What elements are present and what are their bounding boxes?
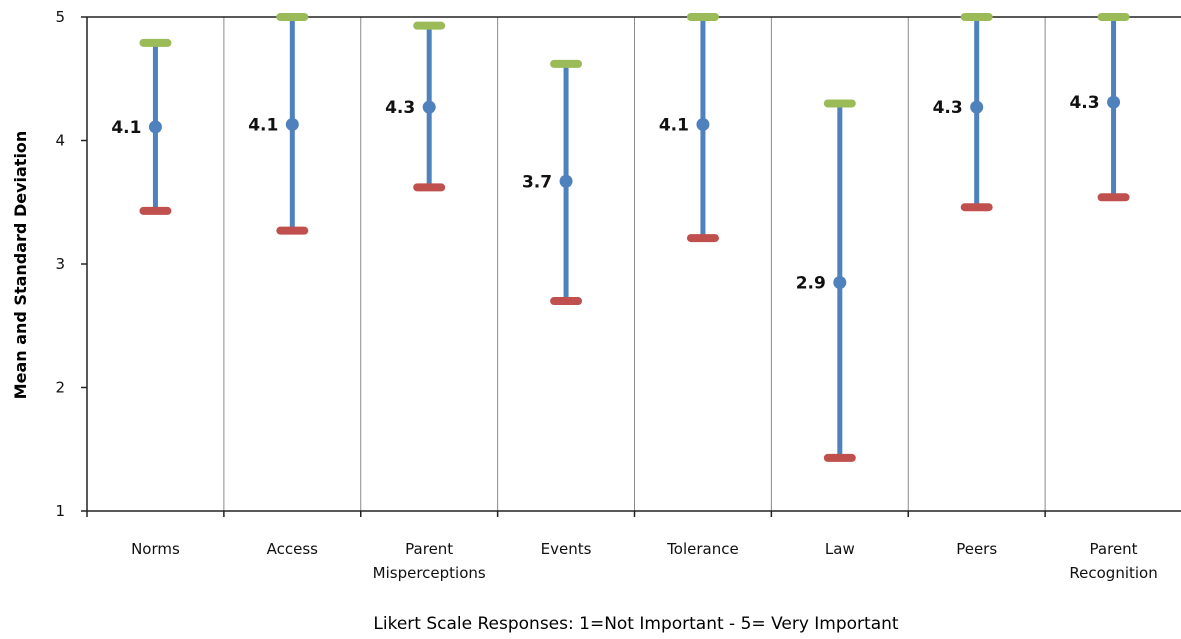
mean-point — [285, 117, 299, 131]
mean-data-label: 4.3 — [933, 98, 963, 118]
x-category-label: Events — [541, 540, 592, 558]
y-tick-label: 1 — [55, 502, 65, 520]
mean-point — [559, 174, 573, 188]
x-axis: Norms Access Parent Misperceptions Events Tol… — [86, 510, 1181, 582]
chart-grid — [87, 16, 1181, 511]
x-category-label: Law — [825, 540, 855, 558]
mean-data-label: 4.3 — [385, 98, 415, 118]
y-axis: 1 2 3 4 5 — [55, 8, 88, 520]
x-axis-label: Likert Scale Responses: 1=Not Important … — [373, 614, 898, 634]
error-bar-3: 3.7 — [522, 59, 583, 306]
y-tick-label: 2 — [55, 379, 65, 397]
mean-data-label: 3.7 — [522, 172, 552, 192]
mean-data-label: 4.1 — [111, 118, 141, 138]
y-tick-label: 3 — [55, 255, 65, 273]
mean-point — [422, 100, 436, 114]
mean-data-label: 4.1 — [248, 115, 278, 135]
error-bar-0: 4.1 — [111, 38, 172, 215]
chart-marks: 4.1 4.1 4.3 3.7 4.1 2.9 4.3 4.3 — [111, 13, 1130, 462]
mean-point — [148, 120, 162, 134]
y-tick-label: 5 — [55, 8, 65, 26]
error-bar-5: 2.9 — [796, 99, 856, 462]
mean-data-label: 4.3 — [1069, 93, 1099, 113]
y-axis-label: Mean and Standard Deviation — [11, 131, 30, 400]
x-category-label: Peers — [956, 540, 997, 558]
error-bar-7: 4.3 — [1069, 13, 1130, 202]
mean-point — [833, 276, 847, 290]
mean-data-label: 4.1 — [659, 115, 689, 135]
mean-point — [970, 100, 984, 114]
mean-data-label: 2.9 — [796, 274, 826, 294]
x-category-label: Parent Recognition — [1069, 540, 1157, 582]
error-bar-2: 4.3 — [385, 21, 446, 192]
error-bar-6: 4.3 — [933, 13, 993, 212]
x-category-label: Tolerance — [666, 540, 739, 558]
error-bar-4: 4.1 — [659, 13, 719, 243]
error-bar-1: 4.1 — [248, 13, 309, 235]
mean-point — [696, 117, 710, 131]
mean-point — [1107, 95, 1121, 109]
x-category-label: Parent Misperceptions — [373, 540, 486, 582]
x-category-label: Norms — [131, 540, 180, 558]
x-category-label: Access — [267, 540, 319, 558]
y-tick-label: 4 — [55, 132, 65, 150]
